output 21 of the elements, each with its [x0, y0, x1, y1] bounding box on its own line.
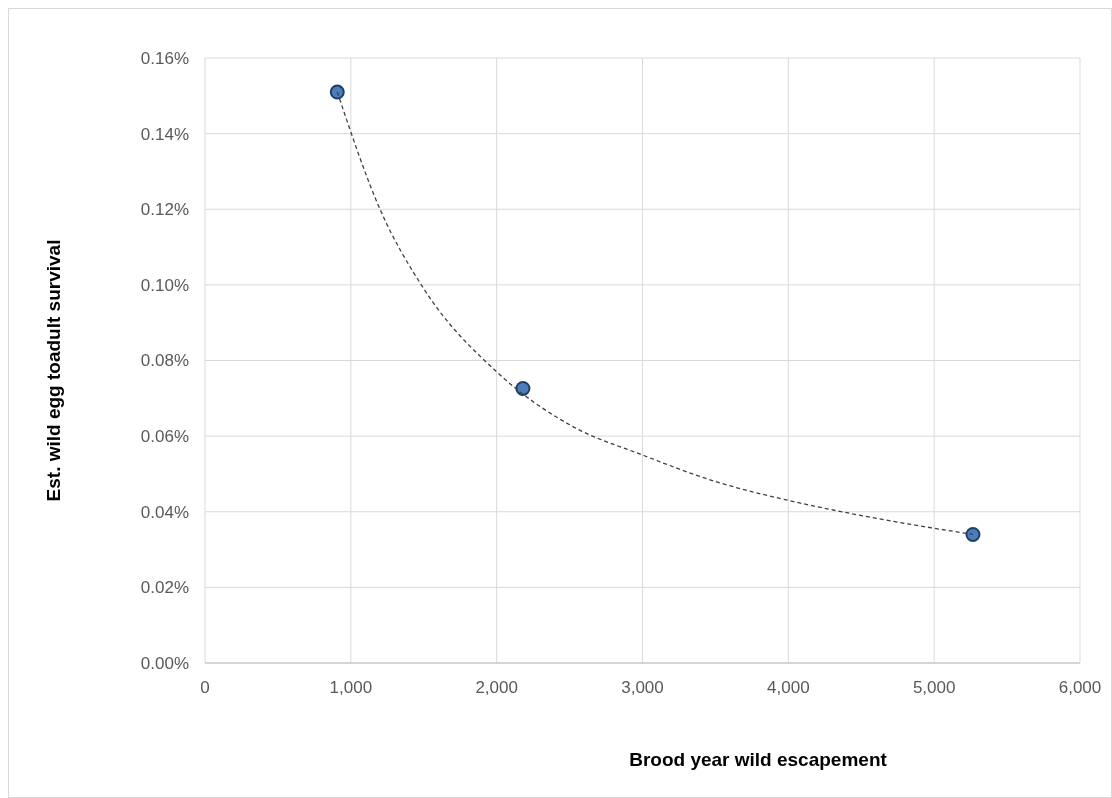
y-tick-label: 0.00%	[140, 653, 189, 673]
x-tick-label: 2,000	[475, 678, 518, 697]
x-tick-label: 0	[200, 678, 210, 697]
y-tick-label: 0.02%	[140, 578, 189, 598]
x-tick-label: 5,000	[912, 678, 956, 697]
point	[515, 380, 531, 396]
y-axis-title: Est. wild egg toadult survival	[43, 239, 64, 502]
x-tick-label: 6,000	[1058, 678, 1102, 697]
y-tick-label: 0.04%	[140, 502, 189, 522]
x-axis-title: Brood year wild escapement	[629, 749, 888, 770]
y-tick-label: 0.06%	[140, 427, 189, 447]
point	[965, 526, 981, 542]
x-tick-label: 3,000	[621, 678, 664, 697]
y-tick-label: 0.12%	[140, 200, 189, 220]
x-tick-label: 1,000	[329, 678, 373, 697]
y-tick-label: 0.08%	[140, 351, 189, 371]
y-tick-label: 0.14%	[140, 124, 189, 144]
y-tick-label: 0.16%	[140, 48, 189, 68]
x-tick-label: 4,000	[767, 678, 810, 697]
point	[329, 84, 345, 100]
y-tick-label: 0.10%	[140, 275, 189, 295]
